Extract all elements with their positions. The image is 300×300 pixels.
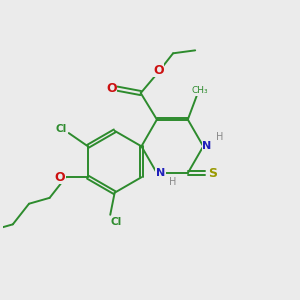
Text: N: N: [202, 141, 212, 151]
Text: O: O: [106, 82, 117, 95]
Text: Cl: Cl: [110, 217, 122, 227]
Text: H: H: [169, 177, 177, 187]
Text: H: H: [216, 133, 223, 142]
Text: Cl: Cl: [56, 124, 67, 134]
Text: CH₃: CH₃: [191, 86, 208, 95]
Text: O: O: [153, 64, 164, 77]
Text: S: S: [208, 167, 217, 180]
Text: N: N: [156, 168, 165, 178]
Text: O: O: [55, 171, 65, 184]
